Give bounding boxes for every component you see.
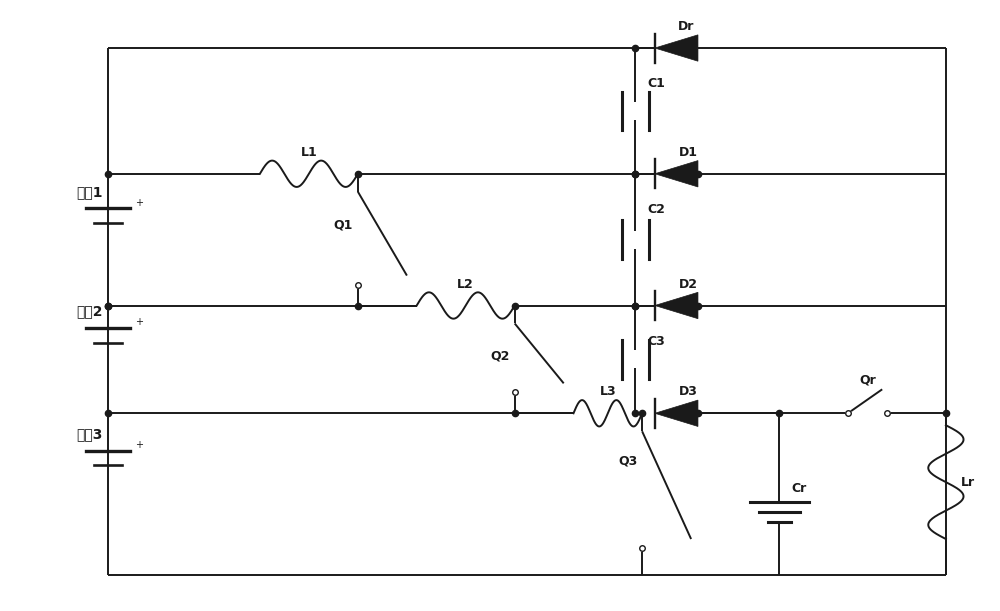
Polygon shape [655, 292, 698, 319]
Text: L3: L3 [599, 386, 616, 398]
Text: 单体1: 单体1 [77, 185, 103, 199]
Polygon shape [655, 400, 698, 426]
Text: L2: L2 [457, 277, 474, 290]
Text: Cr: Cr [791, 481, 806, 495]
Text: +: + [135, 440, 143, 450]
Text: Lr: Lr [961, 475, 975, 489]
Text: 单体2: 单体2 [77, 304, 103, 318]
Text: L1: L1 [301, 146, 317, 159]
Polygon shape [655, 35, 698, 61]
Text: D3: D3 [679, 386, 698, 398]
Text: Q2: Q2 [490, 350, 510, 363]
Text: C1: C1 [647, 78, 665, 90]
Text: +: + [135, 197, 143, 208]
Text: Dr: Dr [678, 20, 694, 33]
Text: +: + [135, 317, 143, 327]
Polygon shape [655, 161, 698, 187]
Text: D1: D1 [679, 146, 698, 159]
Text: C3: C3 [647, 335, 665, 348]
Text: D2: D2 [679, 277, 698, 290]
Text: Qr: Qr [859, 373, 876, 386]
Text: Q1: Q1 [334, 218, 353, 231]
Text: 单体3: 单体3 [77, 427, 103, 441]
Text: C2: C2 [647, 203, 665, 216]
Text: Q3: Q3 [618, 455, 637, 467]
